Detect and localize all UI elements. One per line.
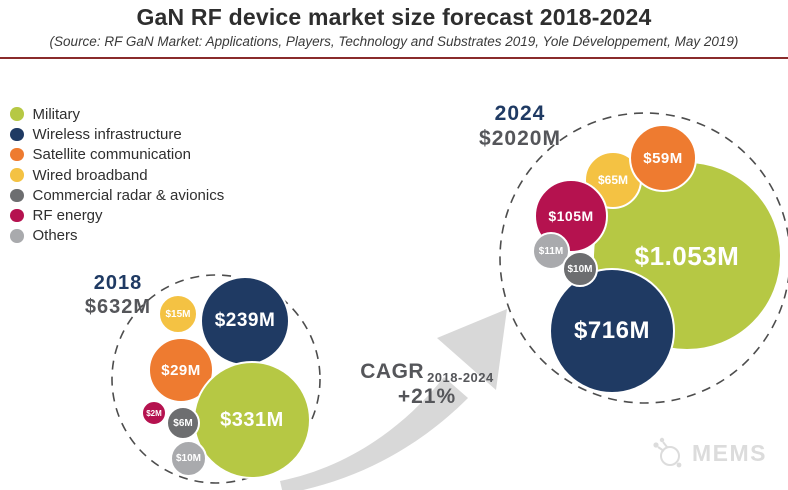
watermark: MEMS — [648, 436, 767, 470]
cluster-2018-label: 2018 $632M — [58, 271, 178, 319]
bubble-value: $11M — [538, 245, 564, 257]
cagr-annotation: CAGR 2018-2024 +21% — [352, 360, 502, 408]
bubble-2018-rf-energy: $2M — [141, 400, 167, 426]
cluster-2024-label: 2024 $2020M — [455, 101, 585, 151]
bubble-value: $1.053M — [634, 240, 740, 271]
legend-dot-radar — [10, 188, 24, 203]
bubble-2018-wireless-infrastructure: $239M — [200, 276, 290, 366]
legend-dot-wireless — [10, 127, 24, 142]
legend-label: Military — [32, 105, 81, 123]
cagr-value: +21% — [397, 385, 457, 409]
bubble-value: $29M — [161, 361, 201, 379]
bubble-value: $6M — [173, 417, 193, 429]
molecule-logo-icon — [653, 437, 682, 468]
bubble-2024-satellite-communication: $59M — [629, 124, 697, 192]
legend-dot-military — [10, 107, 24, 121]
legend-label: Others — [32, 227, 78, 245]
bubble-value: $2M — [146, 408, 162, 418]
bubble-value: $239M — [214, 310, 276, 331]
legend-item-radar: Commercial radar & avionics — [10, 185, 224, 205]
bubble-value: $105M — [548, 208, 594, 224]
bubble-2018-military: $331M — [193, 361, 311, 479]
legend-label: Wireless infrastructure — [32, 125, 182, 143]
bubble-2018-others: $10M — [170, 440, 207, 477]
legend-label: RF energy — [32, 207, 103, 225]
bubble-2024-wireless-infrastructure: $716M — [549, 268, 675, 394]
legend-item-satellite: Satellite communication — [10, 145, 224, 165]
source-subtitle: (Source: RF GaN Market: Applications, Pl… — [49, 34, 739, 49]
bubble-2018-commercial-radar: $6M — [166, 406, 200, 440]
legend-dot-satellite — [10, 147, 24, 162]
bubble-2024-commercial-radar: $10M — [562, 251, 598, 287]
legend-item-rf-energy: RF energy — [10, 205, 224, 225]
legend-item-others: Others — [10, 226, 224, 246]
bubble-value: $59M — [643, 149, 683, 167]
legend-label: Wired broadband — [32, 166, 148, 184]
legend: Military Wireless infrastructure Satelli… — [10, 104, 224, 246]
cagr-range: 2018-2024 — [427, 370, 494, 385]
legend-item-military: Military — [10, 104, 224, 124]
page-title: GaN RF device market size forecast 2018-… — [136, 4, 652, 30]
legend-item-wireless: Wireless infrastructure — [10, 124, 224, 144]
divider-line — [0, 57, 788, 59]
watermark-text: MEMS — [692, 439, 767, 466]
legend-item-wired: Wired broadband — [10, 165, 224, 185]
bubble-value: $716M — [574, 317, 650, 344]
legend-label: Satellite communication — [32, 146, 191, 164]
bubble-value: $10M — [567, 263, 593, 275]
cluster-2018-total: $632M — [84, 296, 152, 318]
cluster-2024-total: $2020M — [479, 127, 561, 151]
legend-dot-others — [10, 229, 24, 243]
bubble-value: $65M — [597, 173, 629, 187]
bubble-value: $331M — [220, 408, 284, 431]
bubble-value: $15M — [165, 308, 191, 320]
legend-dot-wired — [10, 168, 24, 182]
bubble-2024-others: $11M — [532, 232, 570, 270]
cluster-2024-year: 2024 — [494, 102, 546, 125]
cagr-label: CAGR — [360, 360, 425, 383]
bubble-value: $10M — [175, 453, 201, 464]
legend-dot-rf-energy — [10, 208, 24, 223]
legend-label: Commercial radar & avionics — [32, 186, 225, 204]
cluster-2018-year: 2018 — [93, 272, 143, 294]
bubble-2018-wired-broadband: $15M — [158, 294, 198, 334]
